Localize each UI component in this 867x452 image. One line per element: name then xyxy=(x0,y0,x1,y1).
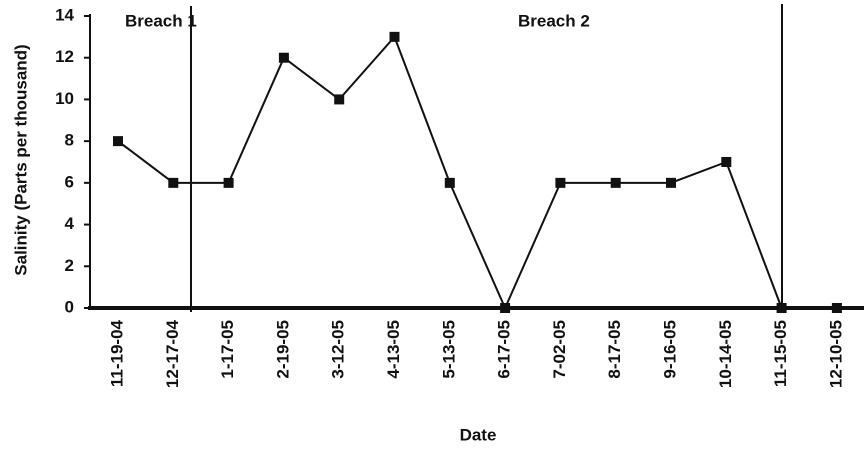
x-tick-label: 12-10-05 xyxy=(826,320,845,388)
x-tick-label: 11-19-04 xyxy=(107,319,126,387)
y-tick-label: 8 xyxy=(65,131,74,150)
line xyxy=(117,34,837,311)
marker xyxy=(721,157,732,167)
marker xyxy=(113,136,123,147)
marker xyxy=(389,31,400,42)
annotation: Breach 2 xyxy=(518,11,590,30)
x-tick-label: 5-13-05 xyxy=(439,320,458,379)
x-tick-label: 3-12-05 xyxy=(329,320,348,379)
marker xyxy=(444,177,455,188)
y-tick-label: 6 xyxy=(65,172,74,191)
marker xyxy=(278,52,289,63)
marker xyxy=(168,177,179,188)
y-tick-label: 12 xyxy=(55,47,74,66)
x-tick-label: 12-17-04 xyxy=(163,319,182,388)
x-tick-label: 6-17-05 xyxy=(495,320,514,379)
x-tick-label: 7-02-05 xyxy=(550,320,569,379)
y-axis-label: Salinity (Parts per thousand) xyxy=(11,44,30,275)
x-tick-label: 11-15-05 xyxy=(771,320,790,387)
marker xyxy=(334,94,345,105)
marker xyxy=(610,177,621,188)
x-axis-label: Date xyxy=(460,425,497,444)
y-tick-label: 10 xyxy=(55,89,74,108)
y-tick-label: 0 xyxy=(65,297,74,316)
marker xyxy=(500,303,511,313)
x-tick-label: 2-19-05 xyxy=(273,320,292,379)
x-tick-label: 10-14-05 xyxy=(716,320,735,388)
annotation: Breach 1 xyxy=(125,11,197,30)
marker xyxy=(831,303,842,313)
marker xyxy=(223,177,234,188)
y-tick-label: 4 xyxy=(65,214,75,233)
marker xyxy=(776,303,787,313)
x-tick-label: 1-17-05 xyxy=(218,320,237,379)
marker xyxy=(666,177,676,188)
x-tick-label: 9-16-05 xyxy=(660,320,679,379)
x-tick-label: 8-17-05 xyxy=(605,320,624,379)
y-tick-label: 2 xyxy=(65,256,74,275)
y-tick-label: 14 xyxy=(55,5,74,24)
x-tick-label: 4-13-05 xyxy=(384,320,403,379)
marker xyxy=(555,177,566,188)
